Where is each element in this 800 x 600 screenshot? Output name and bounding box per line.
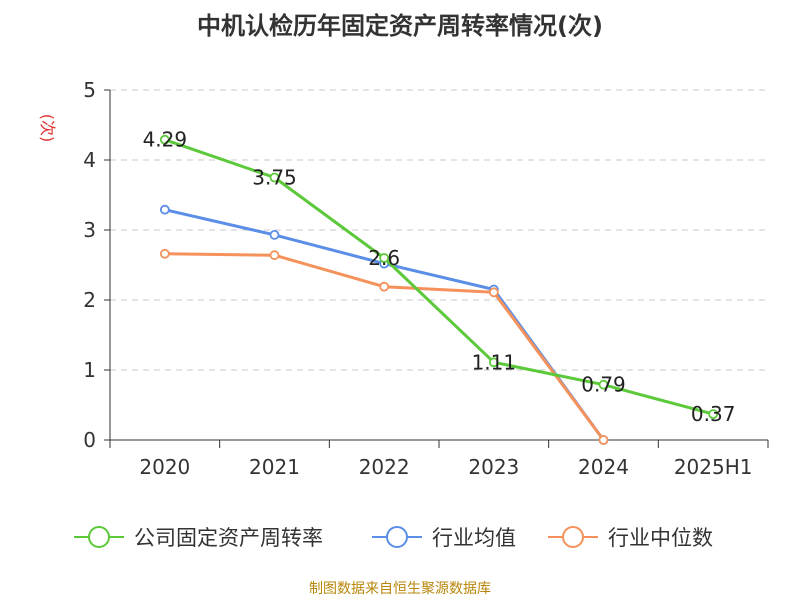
legend: 公司固定资产周转率 行业均值 行业中位数 bbox=[74, 526, 713, 550]
x-tick-label: 2022 bbox=[359, 455, 410, 479]
data-label: 1.11 bbox=[472, 350, 517, 374]
data-point bbox=[159, 134, 170, 145]
data-labels: 4.29 3.75 2.6 1.11 0.79 0.37 bbox=[143, 128, 736, 426]
data-label: 2.6 bbox=[368, 246, 400, 270]
y-axis-label: (次) bbox=[38, 114, 57, 143]
data-point bbox=[708, 409, 719, 420]
y-tick-label: 3 bbox=[83, 218, 96, 242]
data-point bbox=[269, 250, 280, 261]
legend-marker bbox=[88, 526, 110, 548]
data-label: 0.37 bbox=[691, 402, 736, 426]
x-tick-label: 2021 bbox=[249, 455, 300, 479]
data-point bbox=[379, 281, 390, 292]
data-point bbox=[159, 204, 170, 215]
legend-marker bbox=[386, 526, 408, 548]
data-point bbox=[488, 357, 499, 368]
x-tick-label: 2025H1 bbox=[674, 455, 753, 479]
data-label: 4.29 bbox=[143, 128, 188, 152]
series-line bbox=[164, 208, 605, 441]
y-tick-label: 0 bbox=[83, 428, 96, 452]
data-point bbox=[598, 379, 609, 390]
data-point bbox=[159, 248, 170, 259]
data-point bbox=[269, 229, 280, 240]
series-group bbox=[159, 134, 719, 445]
y-tick-label: 4 bbox=[83, 148, 96, 172]
source-note: 制图数据来自恒生聚源数据库 bbox=[309, 581, 491, 597]
x-tick-label: 2023 bbox=[468, 455, 519, 479]
data-label: 0.79 bbox=[581, 373, 626, 397]
series-line bbox=[164, 138, 714, 416]
axes: 0 1 2 3 4 5 2020 2021 2022 2023 2024 2025H1 bbox=[83, 78, 769, 479]
data-label: 3.75 bbox=[252, 166, 297, 190]
data-point bbox=[269, 172, 280, 183]
grid-lines bbox=[110, 89, 768, 371]
y-tick-label: 2 bbox=[83, 288, 96, 312]
data-point bbox=[598, 435, 609, 445]
legend-label: 行业均值 bbox=[432, 526, 516, 550]
x-tick-label: 2024 bbox=[578, 455, 629, 479]
data-point bbox=[379, 253, 390, 263]
y-tick-label: 1 bbox=[83, 358, 96, 382]
legend-label: 公司固定资产周转率 bbox=[134, 526, 323, 550]
chart-title: 中机认检历年固定资产周转率情况(次) bbox=[197, 12, 603, 40]
series-line bbox=[164, 252, 605, 441]
y-tick-label: 5 bbox=[83, 78, 96, 102]
legend-marker bbox=[562, 526, 584, 548]
data-point bbox=[488, 287, 499, 298]
x-tick-label: 2020 bbox=[139, 455, 190, 479]
legend-label: 行业中位数 bbox=[608, 526, 713, 550]
